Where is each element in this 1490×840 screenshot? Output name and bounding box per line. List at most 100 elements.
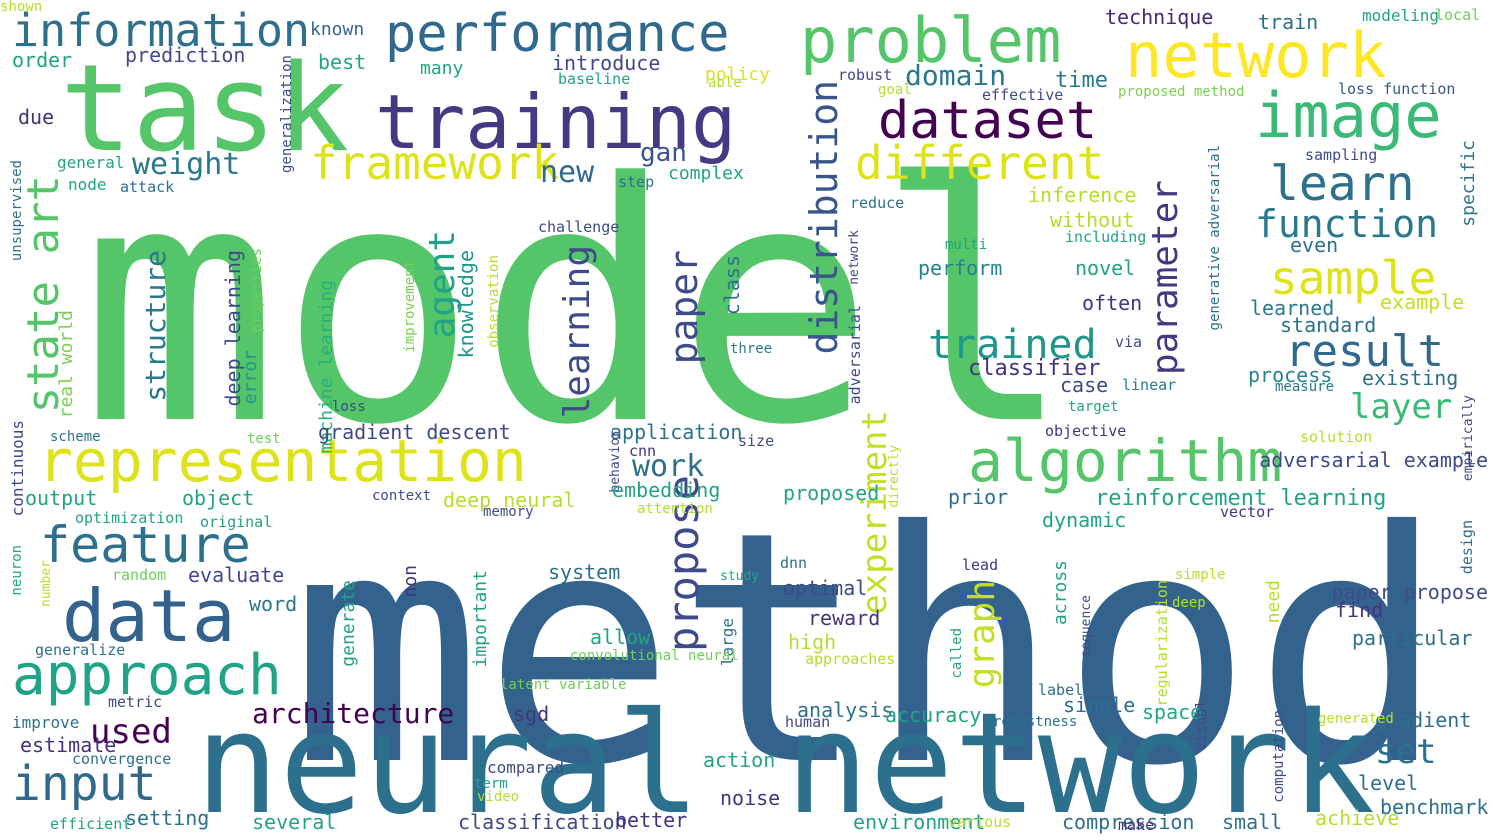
word: case <box>1060 373 1109 397</box>
word: allow <box>590 625 651 649</box>
word: setting <box>125 806 210 830</box>
word: generate <box>338 580 359 667</box>
word: novel <box>1075 256 1136 280</box>
word: human <box>785 713 831 731</box>
word: across <box>1050 560 1071 626</box>
word: generative adversarial <box>1207 145 1223 331</box>
word: gradient descent <box>318 420 511 444</box>
word: improve <box>12 713 80 732</box>
word: image <box>1255 79 1442 152</box>
word: knowledge <box>454 250 478 359</box>
word: data <box>62 574 236 658</box>
word: context <box>372 488 432 504</box>
word: dnn <box>780 554 808 572</box>
word: number <box>39 560 54 607</box>
word: layer <box>1350 387 1453 427</box>
word: technique <box>1105 5 1214 29</box>
word: local <box>1435 6 1481 24</box>
word: even <box>1290 233 1339 257</box>
word: multi <box>945 237 988 253</box>
word: dynamic <box>1042 508 1127 532</box>
word: properties <box>249 248 265 333</box>
word: computation <box>1271 710 1287 803</box>
word: network <box>847 230 862 285</box>
word: representation <box>38 427 527 495</box>
word: system <box>548 560 621 584</box>
word: word <box>249 592 298 616</box>
word: node <box>68 175 107 194</box>
word: find <box>1335 598 1384 622</box>
word: paper propose <box>1331 580 1488 604</box>
word: classification <box>458 810 627 834</box>
word: directly <box>887 445 902 508</box>
word: prior <box>948 485 1009 509</box>
word: proposed <box>783 481 880 505</box>
word: result <box>1285 326 1444 377</box>
word: architecture <box>252 697 455 730</box>
word: original <box>200 513 273 531</box>
word: level <box>1358 771 1419 795</box>
word: accuracy <box>885 703 982 727</box>
word: shown <box>0 0 43 15</box>
word: non <box>400 565 421 598</box>
word: learn <box>1270 156 1415 212</box>
word: best <box>318 50 367 74</box>
word: term <box>474 776 508 792</box>
word: generalize <box>35 641 126 659</box>
word: able <box>708 75 742 91</box>
word: visual <box>1194 700 1210 751</box>
word: objective <box>1045 422 1127 440</box>
word: reward <box>808 606 881 630</box>
word: complex <box>668 163 744 184</box>
word: task <box>60 40 349 179</box>
word: deep <box>1172 595 1206 611</box>
word: make <box>1118 816 1155 834</box>
word: dataset <box>878 91 1098 151</box>
word: generated <box>1318 711 1394 727</box>
word: network <box>1125 19 1387 92</box>
word: parameter <box>1145 180 1186 376</box>
word: reduce <box>850 194 905 212</box>
word: neuron <box>9 545 25 596</box>
word: optimization <box>75 509 184 527</box>
word: linear <box>1122 376 1177 394</box>
word: memory <box>483 504 534 520</box>
word: new <box>540 155 595 190</box>
word: problem <box>800 4 1062 77</box>
word: unsupervised <box>9 160 25 262</box>
word: adversarial <box>846 305 864 405</box>
word: space <box>1142 700 1203 724</box>
word: domain <box>905 59 1007 92</box>
word: many <box>420 58 464 79</box>
word: example <box>1380 290 1465 314</box>
word: class <box>720 255 744 316</box>
word: algorithm <box>968 427 1283 495</box>
word: often <box>1082 291 1143 315</box>
word: study <box>720 569 760 584</box>
word: generalization <box>279 55 295 174</box>
word: challenge <box>538 218 620 236</box>
word: step <box>618 173 655 191</box>
word: cnn <box>629 442 657 460</box>
word: noise <box>720 786 781 810</box>
word: due <box>18 105 55 129</box>
word: information <box>12 4 311 57</box>
word: work <box>632 449 705 484</box>
word: simple <box>1175 567 1226 583</box>
word: framework <box>310 136 560 190</box>
word: baseline <box>558 70 631 88</box>
word: train <box>1258 10 1319 34</box>
word: learning <box>557 245 598 419</box>
word: benchmark <box>1380 795 1489 819</box>
word: prediction <box>125 43 246 67</box>
word: lead <box>962 556 999 574</box>
word: existing <box>1362 366 1459 390</box>
word: test <box>247 431 281 447</box>
word: gan <box>640 138 687 168</box>
word: solution <box>1300 428 1373 446</box>
word: graph <box>962 580 1003 689</box>
word: vector <box>1220 503 1275 521</box>
word: convergence <box>72 750 172 768</box>
word: attention <box>637 501 713 517</box>
